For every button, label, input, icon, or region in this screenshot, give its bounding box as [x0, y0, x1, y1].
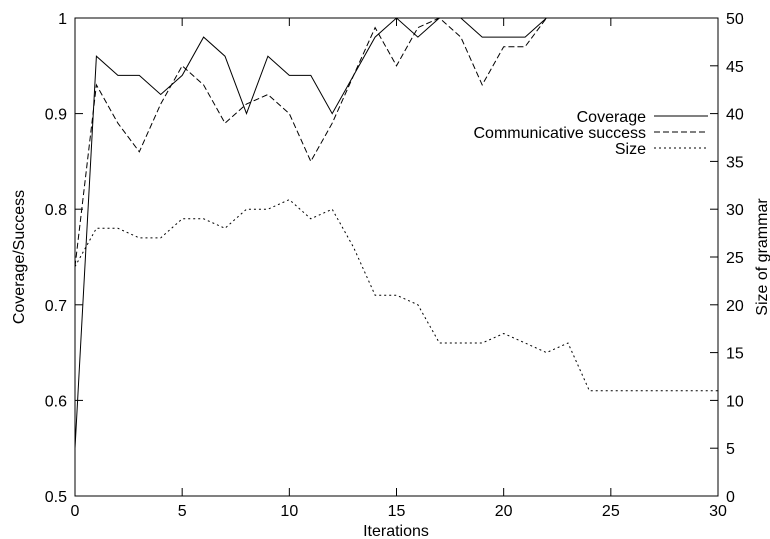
y2-tick-label: 45	[726, 59, 744, 76]
plot-frame	[74, 17, 719, 497]
y-tick-label: 0.6	[45, 393, 67, 410]
y2-tick-label: 40	[726, 107, 744, 124]
y-tick-label: 1	[58, 11, 67, 28]
y2-tick-label: 5	[726, 441, 735, 458]
x-tick-label: 25	[602, 503, 620, 520]
series-lines	[74, 17, 718, 449]
y2-tick-label: 35	[726, 154, 744, 171]
legend-label: Coverage	[577, 109, 646, 126]
x-tick-label: 15	[388, 503, 406, 520]
y-tick-label: 0.5	[45, 489, 67, 506]
y2-tick-label: 25	[726, 250, 744, 267]
x-tick-label: 0	[71, 503, 80, 520]
y2-tick-label: 50	[726, 11, 744, 28]
y2-tick-label: 10	[726, 393, 744, 410]
x-tick-label: 10	[280, 503, 298, 520]
axis-ticks: 0 5 10 15 20 25 300.50.60.70.80.91051015202530…	[45, 11, 744, 520]
y-tick-label: 0.9	[45, 107, 67, 124]
y2-tick-label: 20	[726, 298, 744, 315]
legend-label: Size	[615, 141, 646, 158]
x-tick-label: 30	[709, 503, 727, 520]
legend-label: Communicative success	[474, 125, 647, 142]
series-line-communicative-success	[74, 17, 718, 267]
x-tick-label: 20	[495, 503, 513, 520]
series-line-size	[74, 199, 718, 392]
y2-tick-label: 15	[726, 346, 744, 363]
y-tick-label: 0.7	[45, 298, 67, 315]
x-tick-label: 5	[178, 503, 187, 520]
y-tick-label: 0.8	[45, 202, 67, 219]
y2-tick-label: 30	[726, 202, 744, 219]
x-axis-label: Iterations	[363, 523, 429, 539]
y2-axis-label: Size of grammar	[754, 198, 770, 316]
y2-tick-label: 0	[726, 489, 735, 506]
y-axis-label: Coverage/Success	[11, 190, 28, 324]
series-line-coverage	[74, 17, 718, 449]
